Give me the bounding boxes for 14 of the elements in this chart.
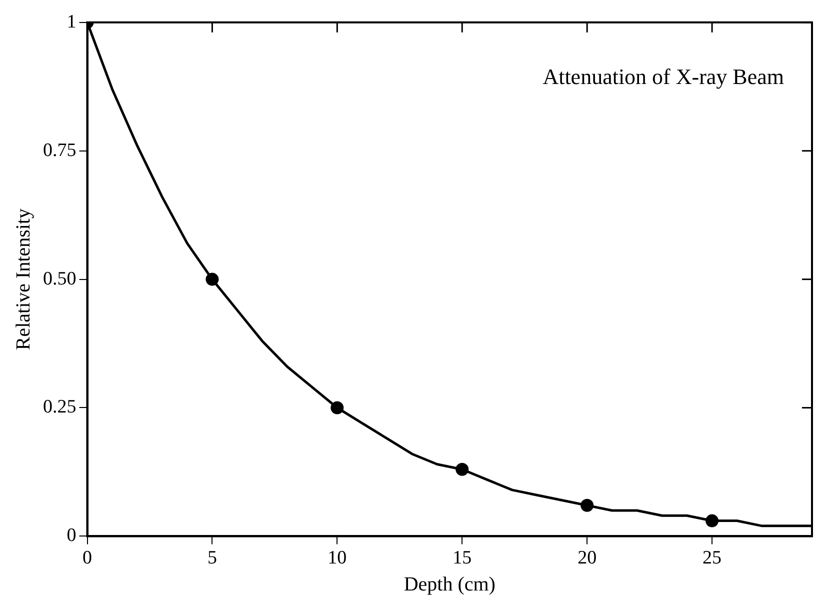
x-tick-label: 15 xyxy=(452,548,472,569)
x-axis-title: Depth (cm) xyxy=(404,573,496,596)
text: Attenuation of X-ray Beam xyxy=(542,64,784,90)
y-tick-label: 0.75 xyxy=(43,140,76,161)
y-tick-label: 0.25 xyxy=(43,396,76,418)
x-tick-label: 10 xyxy=(328,548,347,569)
y-tick-label: 1 xyxy=(66,11,76,32)
x-tick-label: 0 xyxy=(82,548,92,569)
x-tick-label: 5 xyxy=(207,548,217,569)
y-tick-label: 0.50 xyxy=(43,268,76,290)
x-tick-label: 25 xyxy=(702,548,722,569)
y-tick-label: 0 xyxy=(66,525,76,546)
y-axis-title: Relative Intensity xyxy=(12,208,34,350)
x-tick-label: 20 xyxy=(578,548,597,569)
